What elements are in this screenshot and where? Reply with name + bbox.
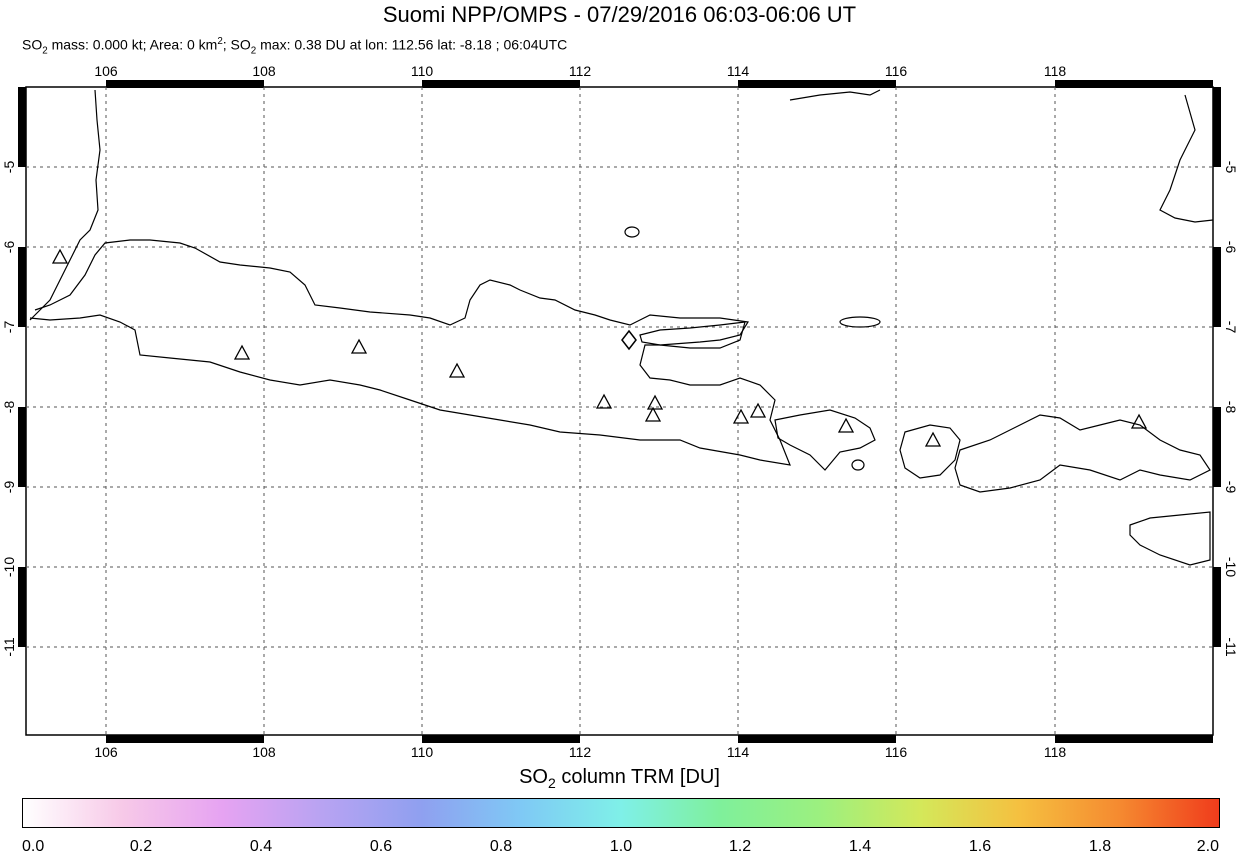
coast-sumatra bbox=[29, 89, 101, 321]
lat-tick-label: -6 bbox=[1223, 241, 1239, 254]
lat-tick-label: -9 bbox=[1, 481, 17, 494]
lon-tick-label: 108 bbox=[252, 744, 276, 760]
colorbar-label: 1.2 bbox=[728, 838, 752, 855]
lon-tick-label: 110 bbox=[411, 63, 434, 79]
lon-tick-label: 116 bbox=[885, 744, 908, 760]
lat-tick-labels-left: -5 -6 -7 -8 -9 -10 -11 bbox=[1, 161, 17, 657]
volcano-triangle bbox=[350, 338, 368, 354]
volcano-triangle bbox=[644, 406, 662, 422]
lon-tick-label: 118 bbox=[1044, 63, 1067, 79]
lon-tick-label: 106 bbox=[94, 744, 118, 760]
frame-bars bbox=[18, 80, 1221, 743]
colorbar-label: 0.4 bbox=[249, 838, 273, 855]
colorbar-title: SO2 column TRM [DU] bbox=[519, 766, 720, 791]
lon-tick-label: 108 bbox=[252, 63, 276, 79]
lat-tick-label: -10 bbox=[1, 557, 17, 577]
coast-bali bbox=[774, 409, 876, 471]
coast-lombok bbox=[899, 424, 961, 479]
lat-tick-label: -9 bbox=[1223, 481, 1239, 494]
lat-tick-label: -5 bbox=[1223, 161, 1239, 174]
volcano-triangle bbox=[233, 344, 251, 360]
volcano-triangle bbox=[749, 402, 767, 418]
volcano-triangle bbox=[646, 394, 664, 410]
colorbar-label: 2.0 bbox=[1196, 838, 1219, 855]
volcano-triangle bbox=[732, 408, 750, 424]
map-title: Suomi NPP/OMPS - 07/29/2016 06:03-06:06 … bbox=[382, 2, 857, 27]
lat-tick-label: -6 bbox=[1, 241, 17, 254]
lon-tick-labels-bottom: 106 108 110 112 114 116 118 bbox=[94, 744, 1066, 760]
map-panel: 106 108 110 112 114 116 118 106 108 110 … bbox=[1, 63, 1239, 760]
coast-madura bbox=[639, 321, 746, 349]
coast-kalimantan bbox=[789, 89, 881, 101]
volcano-triangle bbox=[51, 248, 69, 264]
lon-tick-label: 116 bbox=[885, 63, 908, 79]
colorbar-label: 0.2 bbox=[129, 838, 153, 855]
islet-kangean bbox=[839, 316, 881, 328]
lat-tick-label: -8 bbox=[1223, 401, 1239, 414]
coast-sumbawa bbox=[954, 414, 1211, 493]
coast-sumba bbox=[1129, 511, 1211, 566]
colorbar-label: 1.4 bbox=[848, 838, 872, 855]
lon-tick-label: 118 bbox=[1044, 744, 1067, 760]
lat-tick-label: -7 bbox=[1223, 321, 1239, 334]
volcano-triangle bbox=[1130, 413, 1148, 429]
lat-tick-label: -5 bbox=[1, 161, 17, 174]
volcano-triangle bbox=[595, 393, 613, 409]
volcano-markers bbox=[51, 248, 1148, 447]
colorbar-label: 1.8 bbox=[1088, 838, 1112, 855]
lon-tick-label: 114 bbox=[727, 744, 750, 760]
colorbar bbox=[22, 798, 1220, 828]
colorbar-label: 1.0 bbox=[609, 838, 633, 855]
lon-tick-label: 114 bbox=[727, 63, 750, 79]
volcano-triangle bbox=[448, 362, 466, 378]
lat-tick-label: -7 bbox=[1, 321, 17, 334]
lat-tick-label: -8 bbox=[1, 401, 17, 414]
colorbar-label: 0.6 bbox=[369, 838, 393, 855]
map-frame bbox=[25, 86, 1214, 736]
lon-tick-label: 110 bbox=[411, 744, 434, 760]
lat-tick-labels-right: -5 -6 -7 -8 -9 -10 -11 bbox=[1223, 161, 1239, 657]
coast-sulawesi bbox=[1159, 94, 1214, 223]
lon-tick-labels-top: 106 108 110 112 114 116 118 bbox=[94, 63, 1066, 79]
lat-tick-label: -11 bbox=[1, 637, 17, 656]
lat-tick-label: -10 bbox=[1223, 557, 1239, 577]
lon-tick-label: 106 bbox=[94, 63, 118, 79]
islet-bawean bbox=[624, 226, 640, 238]
volcano-triangle bbox=[837, 417, 855, 433]
so2-max-marker bbox=[621, 329, 637, 351]
colorbar-label: 1.6 bbox=[968, 838, 992, 855]
coastlines bbox=[29, 89, 1214, 566]
colorbar-label: 0.8 bbox=[489, 838, 513, 855]
lon-tick-label: 112 bbox=[569, 63, 592, 79]
volcano-triangle bbox=[924, 431, 942, 447]
colorbar-label: 0.0 bbox=[22, 838, 45, 855]
coast-java bbox=[29, 239, 791, 466]
lon-tick-label: 112 bbox=[569, 744, 592, 760]
map-subtitle: SO2 mass: 0.000 kt; Area: 0 km2; SO2 max… bbox=[22, 36, 568, 57]
lat-tick-label: -11 bbox=[1223, 637, 1239, 656]
islet-nusa-penida bbox=[851, 459, 865, 471]
